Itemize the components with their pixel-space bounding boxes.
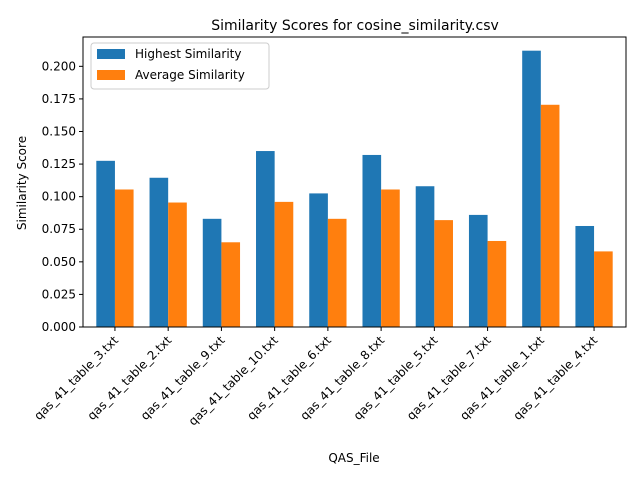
y-tick-label: 0.050 — [42, 255, 76, 269]
bar-average-4 — [327, 218, 347, 327]
legend-box — [90, 42, 270, 90]
legend-label-0: Highest Similarity — [135, 47, 241, 61]
bar-highest-5 — [362, 154, 382, 327]
bar-average-9 — [594, 251, 613, 327]
bar-average-7 — [487, 240, 507, 327]
y-tick-label: 0.100 — [42, 190, 76, 204]
bar-highest-7 — [468, 214, 488, 327]
x-axis: qas_41_table_3.txtqas_41_table_2.txtqas_… — [31, 327, 600, 428]
bar-highest-2 — [202, 218, 222, 327]
x-tick-label: qas_41_table_10.txt — [186, 333, 281, 428]
y-tick-label: 0.025 — [42, 287, 76, 301]
y-axis-label: Similarity Score — [15, 136, 29, 230]
legend-swatch-1 — [97, 70, 125, 80]
bar-average-1 — [168, 202, 187, 327]
chart-title: Similarity Scores for cosine_similarity.… — [211, 18, 499, 34]
bar-highest-8 — [522, 50, 541, 327]
bar-highest-6 — [415, 186, 435, 327]
bar-average-8 — [540, 104, 560, 327]
y-tick-label: 0.175 — [42, 92, 76, 106]
y-axis: 0.000 0.025 0.050 0.075 0.100 0.125 0.150 0.175… — [42, 59, 83, 334]
bar-highest-9 — [575, 225, 595, 327]
bar-highest-0 — [96, 160, 115, 327]
bar-average-6 — [434, 220, 453, 327]
bars-group — [96, 50, 613, 327]
y-tick-label: 0.000 — [42, 320, 76, 334]
legend: Highest Similarity Average Similarity — [90, 42, 270, 90]
y-tick-label: 0.200 — [42, 59, 76, 73]
bar-highest-4 — [309, 193, 328, 327]
bar-highest-1 — [149, 177, 169, 327]
bar-highest-3 — [256, 151, 275, 327]
x-axis-label: QAS_File — [328, 451, 379, 465]
legend-swatch-0 — [97, 49, 125, 59]
bar-average-2 — [221, 242, 241, 327]
bar-average-3 — [274, 201, 294, 327]
y-tick-label: 0.075 — [42, 222, 76, 236]
bar-average-0 — [114, 189, 134, 327]
y-tick-label: 0.125 — [42, 157, 76, 171]
plot-frame — [82, 36, 627, 328]
y-tick-label: 0.150 — [42, 124, 76, 138]
bar-average-5 — [381, 189, 400, 327]
legend-label-1: Average Similarity — [135, 68, 245, 82]
